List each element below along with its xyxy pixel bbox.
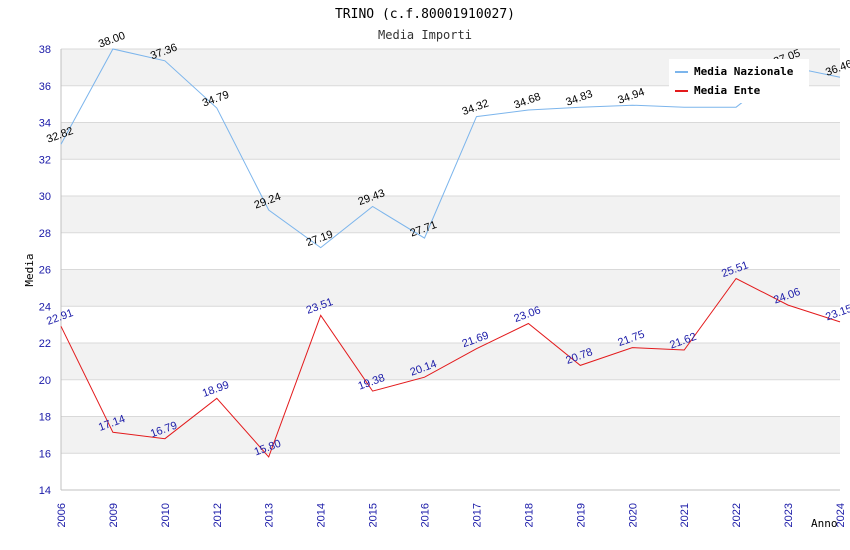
x-tick-label: 2006	[56, 503, 68, 527]
x-tick-label: 2009	[108, 503, 120, 527]
x-tick-label: 2012	[212, 503, 224, 527]
y-tick-label: 32	[39, 154, 51, 166]
x-tick-label: 2024	[835, 503, 847, 527]
y-tick-label: 20	[39, 375, 51, 387]
legend-box	[669, 59, 809, 103]
x-tick-label: 2019	[575, 503, 587, 527]
data-label: 34.68	[512, 91, 542, 112]
x-tick-label: 2021	[679, 503, 691, 527]
y-axis: 14 16 18 20 22 24 26 28 30 32 34 36 38	[39, 44, 51, 497]
x-tick-label: 2018	[523, 503, 535, 527]
x-axis: 2006 2009 2010 2012 2013 2014 2015 2016 2017 2018…	[56, 503, 847, 527]
x-tick-label: 2022	[731, 503, 743, 527]
grid-band	[61, 343, 840, 380]
chart-title: TRINO (c.f.80001910027)	[335, 7, 515, 22]
series-line	[60, 48, 841, 249]
x-tick-label: 2023	[783, 503, 795, 527]
y-tick-label: 30	[39, 191, 51, 203]
y-tick-label: 36	[39, 81, 51, 93]
y-tick-label: 22	[39, 338, 51, 350]
data-label: 34.83	[564, 88, 594, 109]
series-group	[60, 48, 841, 458]
data-label: 34.94	[616, 86, 646, 107]
y-tick-label: 34	[39, 118, 51, 130]
x-tick-label: 2016	[420, 503, 432, 527]
x-tick-label: 2010	[160, 503, 172, 527]
y-tick-label: 26	[39, 265, 51, 277]
grid-band	[61, 122, 840, 160]
legend-label-nazionale: Media Nazionale	[694, 65, 794, 78]
legend-label-ente: Media Ente	[694, 84, 761, 97]
grid-band	[61, 196, 840, 233]
data-label: 23.06	[512, 304, 542, 325]
x-tick-label: 2014	[316, 503, 328, 527]
chart-subtitle: Media Importi	[378, 28, 472, 42]
y-tick-label: 38	[39, 44, 51, 56]
data-label: 18.99	[201, 379, 231, 400]
y-tick-label: 16	[39, 448, 51, 460]
x-tick-label: 2017	[471, 503, 483, 527]
y-tick-label: 18	[39, 412, 51, 424]
y-tick-label: 14	[39, 485, 51, 497]
legend: Media Nazionale Media Ente	[669, 59, 809, 103]
series-line	[60, 277, 841, 458]
x-tick-label: 2015	[368, 503, 380, 527]
plot-background	[61, 49, 840, 454]
x-tick-label: 2020	[627, 503, 639, 527]
gridlines	[60, 48, 840, 491]
y-axis-label: Media	[23, 253, 36, 286]
data-label: 38.00	[97, 30, 127, 51]
x-tick-label: 2013	[264, 503, 276, 527]
y-tick-label: 24	[39, 301, 51, 313]
grid-band	[61, 416, 840, 454]
grid-band	[61, 269, 840, 307]
y-tick-label: 28	[39, 228, 51, 240]
x-axis-label: Anno	[811, 517, 838, 530]
